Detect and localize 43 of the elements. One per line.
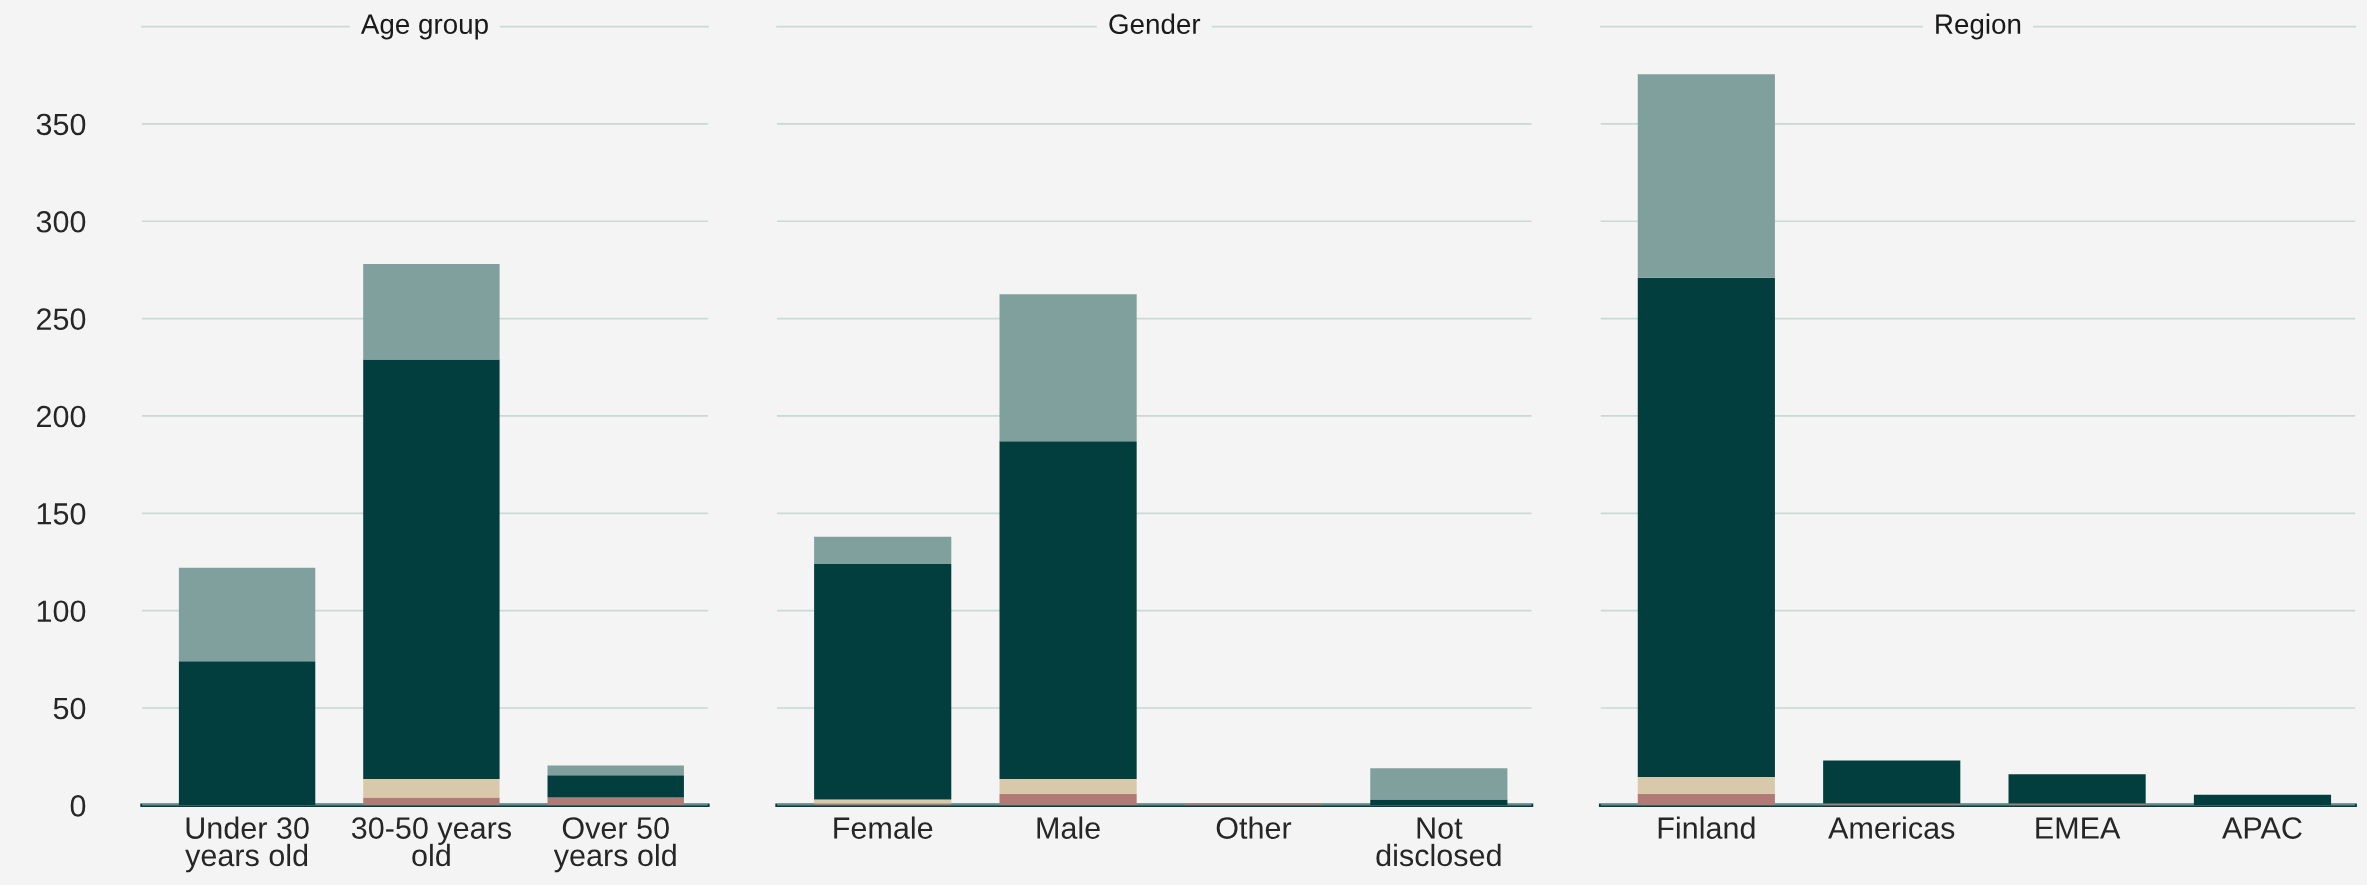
x-tick-label: Over 50 years old [553, 817, 676, 873]
bar [363, 359, 500, 780]
bar [547, 775, 684, 798]
x-tick-label: APAC [2222, 817, 2302, 839]
bar [363, 797, 500, 806]
x-tick-label: Under 30 years old [185, 816, 309, 873]
bar [999, 441, 1137, 780]
y-tick-label: 50 [53, 697, 86, 720]
bar [363, 779, 500, 798]
bar [547, 797, 684, 806]
bar [363, 264, 500, 360]
bar [178, 567, 316, 662]
x-tick-label: Other [1216, 816, 1292, 839]
y-tick-label: 150 [37, 503, 86, 525]
bar [999, 294, 1137, 442]
bar [547, 765, 684, 776]
y-tick-label: 200 [37, 405, 86, 428]
x-tick-label: 30-50 years old [351, 817, 511, 867]
bar [1637, 793, 1775, 806]
chart-title: Age group [360, 14, 488, 40]
bar [814, 563, 952, 800]
y-tick-label: 350 [36, 113, 86, 136]
bar [1370, 768, 1508, 800]
x-tick-label: Male [1037, 816, 1100, 839]
x-tick-label: Female [834, 816, 933, 839]
y-tick-label: 300 [36, 210, 86, 233]
y-tick-label: 100 [37, 600, 86, 623]
chart-title: Gender [1109, 13, 1201, 35]
bar [999, 793, 1137, 806]
y-tick-label: 250 [37, 308, 86, 330]
bar [999, 779, 1137, 794]
bar [1823, 760, 1961, 804]
x-tick-label: Americas [1828, 816, 1955, 839]
x-tick-label: Not disclosed [1376, 817, 1501, 867]
bar [2008, 774, 2146, 804]
bar [1637, 277, 1775, 778]
x-tick-label: EMEA [2036, 817, 2121, 839]
y-tick-label: 0 [70, 795, 86, 817]
bar [1637, 74, 1775, 278]
chart-title: Region [1936, 13, 2021, 40]
bar [814, 536, 952, 564]
bar [1637, 777, 1775, 794]
x-tick-label: Finland [1658, 816, 1755, 839]
